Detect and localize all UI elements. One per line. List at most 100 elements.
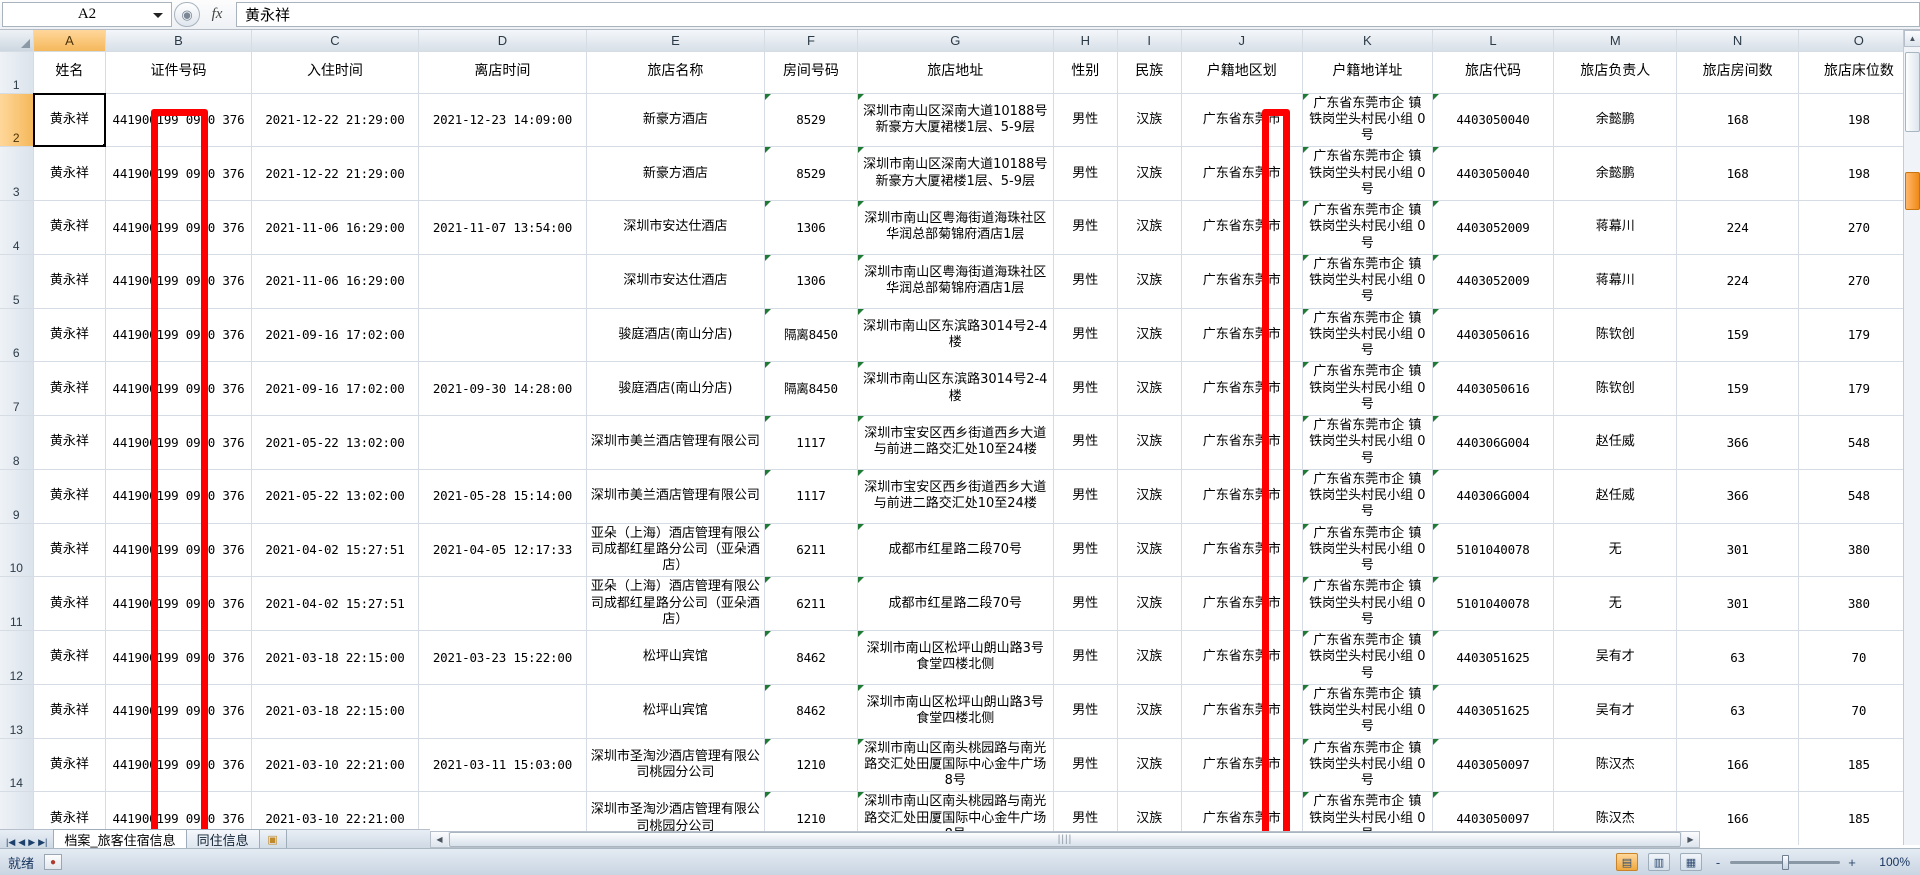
cell-J9[interactable]: 广东省东莞市 (1181, 469, 1303, 524)
cell-L3[interactable]: 4403050040 (1432, 146, 1555, 201)
cell-H10[interactable]: 男性 (1053, 523, 1118, 578)
column-header-C[interactable]: C (251, 30, 420, 52)
cell-N8[interactable]: 366 (1676, 415, 1799, 470)
cell-J13[interactable]: 广东省东莞市 (1181, 684, 1303, 739)
cell-J5[interactable]: 广东省东莞市 (1181, 254, 1303, 309)
zoom-slider[interactable]: - + (1712, 854, 1858, 870)
cell-F11[interactable]: 6211 (764, 576, 858, 631)
cell-D2[interactable]: 2021-12-23 14:09:00 (418, 93, 587, 148)
column-header-L[interactable]: L (1432, 30, 1555, 52)
cell-D14[interactable]: 2021-03-11 15:03:00 (418, 738, 587, 793)
vertical-scrollbar[interactable]: ▲ (1903, 30, 1920, 845)
column-header-M[interactable]: M (1553, 30, 1678, 52)
cell-L8[interactable]: 440306G004 (1432, 415, 1555, 470)
cell-G13[interactable]: 深圳市南山区松坪山朗山路3号食堂四楼北侧 (857, 684, 1054, 739)
cell-E6[interactable]: 骏庭酒店(南山分店) (586, 308, 766, 363)
cell-A11[interactable]: 黄永祥 (33, 576, 107, 631)
prev-sheet-icon[interactable]: ◀ (18, 837, 26, 847)
cell-I8[interactable]: 汉族 (1117, 415, 1182, 470)
cell-A3[interactable]: 黄永祥 (33, 146, 107, 201)
cell-H13[interactable]: 男性 (1053, 684, 1118, 739)
cell-F13[interactable]: 8462 (764, 684, 858, 739)
cell-H8[interactable]: 男性 (1053, 415, 1118, 470)
cell-G10[interactable]: 成都市红星路二段70号 (857, 523, 1054, 578)
column-title-N[interactable]: 旅店房间数 (1676, 51, 1799, 94)
cell-O14[interactable]: 185 (1798, 738, 1920, 793)
cell-A7[interactable]: 黄永祥 (33, 361, 107, 416)
column-title-J[interactable]: 户籍地区划 (1181, 51, 1303, 94)
row-header-13[interactable]: 13 (0, 684, 34, 739)
column-title-K[interactable]: 户籍地详址 (1302, 51, 1433, 94)
cell-D4[interactable]: 2021-11-07 13:54:00 (418, 200, 587, 255)
row-header-9[interactable]: 9 (0, 469, 34, 524)
cell-A14[interactable]: 黄永祥 (33, 738, 107, 793)
cell-G7[interactable]: 深圳市南山区东滨路3014号2-4楼 (857, 361, 1054, 416)
insert-function-toggle-icon[interactable]: ◉ (174, 2, 200, 27)
cell-N12[interactable]: 63 (1676, 630, 1799, 685)
cell-I4[interactable]: 汉族 (1117, 200, 1182, 255)
cell-N13[interactable]: 63 (1676, 684, 1799, 739)
cell-C9[interactable]: 2021-05-22 13:02:00 (251, 469, 420, 524)
cell-B11[interactable]: 441900199 0930 376 (105, 576, 252, 631)
cell-J4[interactable]: 广东省东莞市 (1181, 200, 1303, 255)
cell-J10[interactable]: 广东省东莞市 (1181, 523, 1303, 578)
column-title-E[interactable]: 旅店名称 (586, 51, 766, 94)
cell-L7[interactable]: 4403050616 (1432, 361, 1555, 416)
cell-N7[interactable]: 159 (1676, 361, 1799, 416)
cell-O2[interactable]: 198 (1798, 93, 1920, 148)
cell-F8[interactable]: 1117 (764, 415, 858, 470)
cell-H7[interactable]: 男性 (1053, 361, 1118, 416)
scroll-right-arrow-icon[interactable]: ▶ (1682, 832, 1699, 847)
row-header-8[interactable]: 8 (0, 415, 34, 470)
table-row[interactable]: 9 黄永祥 441900199 0930 376 2021-05-22 13:02:0… (0, 469, 1920, 524)
cell-O8[interactable]: 548 (1798, 415, 1920, 470)
sheet-tab-cohabitant[interactable]: 同住信息 (185, 829, 260, 848)
page-layout-icon[interactable]: ▥ (1648, 853, 1670, 871)
cell-L5[interactable]: 4403052009 (1432, 254, 1555, 309)
formula-input[interactable]: 黄永祥 (236, 2, 1920, 27)
column-header-F[interactable]: F (764, 30, 858, 52)
cell-I7[interactable]: 汉族 (1117, 361, 1182, 416)
cell-B4[interactable]: 441900199 0930 376 (105, 200, 252, 255)
cell-L4[interactable]: 4403052009 (1432, 200, 1555, 255)
cell-D9[interactable]: 2021-05-28 15:14:00 (418, 469, 587, 524)
cell-L11[interactable]: 5101040078 (1432, 576, 1555, 631)
cell-A4[interactable]: 黄永祥 (33, 200, 107, 255)
row-header-14[interactable]: 14 (0, 738, 34, 793)
cell-D13[interactable] (418, 684, 587, 739)
cell-D10[interactable]: 2021-04-05 12:17:33 (418, 523, 587, 578)
select-all-corner[interactable] (0, 30, 34, 52)
cell-A8[interactable]: 黄永祥 (33, 415, 107, 470)
cell-O6[interactable]: 179 (1798, 308, 1920, 363)
row-header-5[interactable]: 5 (0, 254, 34, 309)
cell-M9[interactable]: 赵任威 (1553, 469, 1678, 524)
cell-H14[interactable]: 男性 (1053, 738, 1118, 793)
cell-M12[interactable]: 吴有才 (1553, 630, 1678, 685)
cell-K4[interactable]: 广东省东莞市企 镇铁岗坣头村民小组 0号 (1302, 200, 1433, 255)
cell-K5[interactable]: 广东省东莞市企 镇铁岗坣头村民小组 0号 (1302, 254, 1433, 309)
cell-K3[interactable]: 广东省东莞市企 镇铁岗坣头村民小组 0号 (1302, 146, 1433, 201)
cell-F9[interactable]: 1117 (764, 469, 858, 524)
cell-C3[interactable]: 2021-12-22 21:29:00 (251, 146, 420, 201)
cell-C6[interactable]: 2021-09-16 17:02:00 (251, 308, 420, 363)
column-header-N[interactable]: N (1676, 30, 1799, 52)
cell-L6[interactable]: 4403050616 (1432, 308, 1555, 363)
table-row[interactable]: 3 黄永祥 441900199 0930 376 2021-12-22 21:29:0… (0, 146, 1920, 201)
cell-C5[interactable]: 2021-11-06 16:29:00 (251, 254, 420, 309)
table-row[interactable]: 6 黄永祥 441900199 0930 376 2021-09-16 17:02:0… (0, 308, 1920, 363)
cell-D5[interactable] (418, 254, 587, 309)
column-header-D[interactable]: D (418, 30, 587, 52)
cell-N11[interactable]: 301 (1676, 576, 1799, 631)
vertical-scroll-marker[interactable] (1905, 172, 1920, 210)
cell-N14[interactable]: 166 (1676, 738, 1799, 793)
fx-icon[interactable]: fx (211, 6, 223, 22)
cell-O12[interactable]: 70 (1798, 630, 1920, 685)
cell-E13[interactable]: 松坪山宾馆 (586, 684, 766, 739)
column-title-H[interactable]: 性别 (1053, 51, 1118, 94)
cell-E9[interactable]: 深圳市美兰酒店管理有限公司 (586, 469, 766, 524)
cell-D12[interactable]: 2021-03-23 15:22:00 (418, 630, 587, 685)
cell-B10[interactable]: 441900199 0930 376 (105, 523, 252, 578)
table-row[interactable]: 7 黄永祥 441900199 0930 376 2021-09-16 17:02:0… (0, 361, 1920, 416)
cell-D11[interactable] (418, 576, 587, 631)
cell-G11[interactable]: 成都市红星路二段70号 (857, 576, 1054, 631)
